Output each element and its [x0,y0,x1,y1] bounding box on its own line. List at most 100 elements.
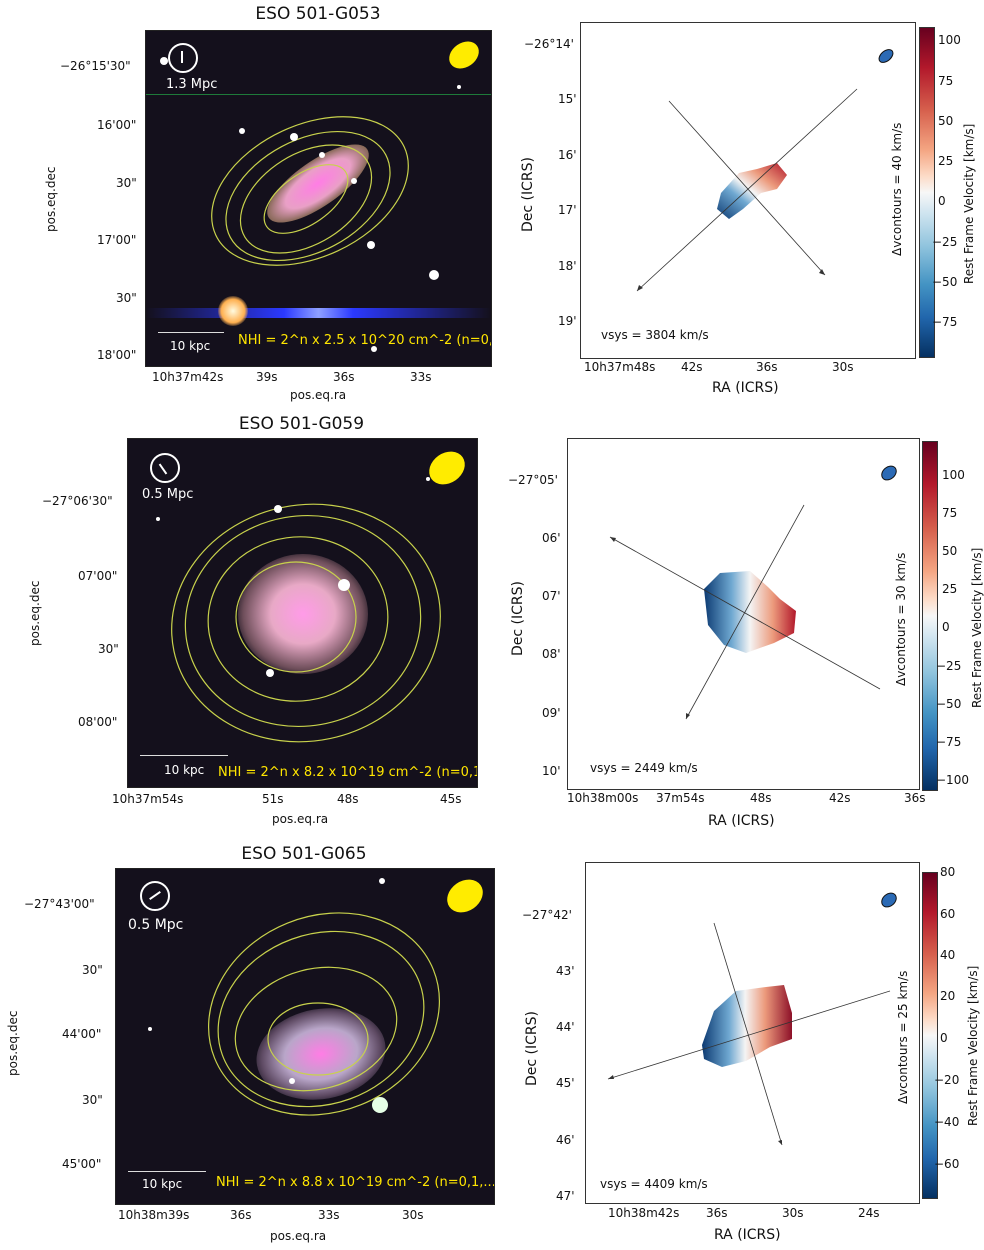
scalebar [140,755,228,756]
dv-contours-label: Δvcontours = 25 km/s [896,970,910,1104]
hi-contours [156,477,441,743]
cb-tick: −100 [936,773,969,787]
dec-tick: 18'00" [97,348,137,362]
dec-tick: −27°43'00" [24,897,95,911]
colorbar-label: Rest Frame Velocity [km/s] [970,547,984,708]
dec-tick: 19' [558,314,577,328]
vsys-label: vsys = 4409 km/s [600,1177,708,1191]
ra-tick: 39s [256,370,278,384]
cb-tick: 60 [940,907,956,921]
dec-tick: 47' [556,1189,575,1203]
dec-tick: 09' [542,706,561,720]
dec-tick: 17'00" [97,233,137,247]
artifact-line [146,94,491,95]
dec-tick: 46' [556,1133,575,1147]
ra-tick: 24s [858,1206,880,1220]
dec-tick: 30" [116,291,137,305]
scalebar-label: 10 kpc [142,1177,183,1191]
dec-tick: 07' [542,589,561,603]
ra-tick: 33s [410,370,432,384]
cb-tick: −25 [932,235,958,249]
cb-tick: 75 [942,506,958,520]
dec-tick: −27°05' [508,473,558,487]
cb-tick: −50 [932,275,958,289]
dv-contours-label: Δvcontours = 30 km/s [894,552,908,686]
optical-image: 1.3 Mpc 10 kpc NHI = 2^n x 2.5 x 10^20 c… [145,30,492,367]
dec-tick: 07'00" [78,569,118,583]
velocity-map [636,49,894,292]
cb-tick: −75 [932,315,958,329]
y-axis-label: pos.eq.dec [44,166,58,232]
galaxy [238,554,368,674]
ra-tick: 10h37m54s [112,792,184,806]
cb-tick: 0 [938,194,946,208]
dec-tick: −27°42' [522,908,572,922]
ra-tick: 36s [904,791,926,805]
vsys-label: vsys = 2449 km/s [590,761,698,775]
hi-contours [148,878,441,1116]
cb-tick: 25 [942,582,958,596]
bleed-streak [146,308,491,318]
cb-tick: 75 [938,74,954,88]
panel-title: ESO 501-G053 [255,4,381,24]
panel-title: ESO 501-G059 [238,414,365,434]
velocity-field: vsys = 3804 km/s [580,22,916,359]
ra-tick: 36s [333,370,355,384]
cb-tick: −20 [934,1073,960,1087]
dec-tick: 10' [542,764,561,778]
colorbar [919,27,935,358]
cb-tick: 0 [940,1031,948,1045]
compass-icon [140,881,170,911]
ra-tick: 10h38m00s [567,791,639,805]
dec-tick: 30" [82,963,103,977]
x-axis-label: RA (ICRS) [714,1227,781,1243]
dec-tick: 18' [558,259,577,273]
vsys-label: vsys = 3804 km/s [601,328,709,342]
dec-tick: 17' [558,203,577,217]
x-axis-label: pos.eq.ra [290,388,347,402]
cb-tick: 20 [940,989,956,1003]
optical-image: 0.5 Mpc 10 kpc NHI = 2^n x 8.2 x 10^19 c… [127,438,478,788]
colorbar-label: Rest Frame Velocity [km/s] [966,965,980,1126]
ra-tick: 42s [681,360,703,374]
dec-tick: 30" [82,1093,103,1107]
colorbar [922,872,938,1199]
dec-tick: 16'00" [97,118,137,132]
bright-star [218,296,248,326]
hi-contours [160,57,461,352]
x-axis-label: pos.eq.ra [270,1229,327,1243]
ra-tick: 30s [402,1208,424,1222]
dec-tick: 30" [98,642,119,656]
y-axis-label: pos.eq.dec [6,1010,20,1076]
cb-tick: 100 [942,468,965,482]
scalebar-label: 10 kpc [164,763,205,777]
ra-tick: 30s [782,1206,804,1220]
ra-tick: 10h37m42s [152,370,224,384]
ra-tick: 10h38m39s [118,1208,190,1222]
cb-tick: 100 [938,33,961,47]
ra-tick: 36s [706,1206,728,1220]
dec-tick: 08' [542,647,561,661]
compass-icon [150,453,180,483]
dec-tick: 45' [556,1076,575,1090]
compass-label: 1.3 Mpc [166,77,218,92]
ra-tick: 36s [756,360,778,374]
ra-tick: 42s [829,791,851,805]
colorbar [922,441,938,791]
nhi-label: NHI = 2^n x 2.5 x 10^20 cm^-2 (n=0,1,...… [238,333,492,348]
cb-tick: −40 [934,1115,960,1129]
velocity-field: vsys = 2449 km/s [567,438,920,790]
velocity-field: vsys = 4409 km/s [585,862,920,1204]
nhi-label: NHI = 2^n x 8.8 x 10^19 cm^-2 (n=0,1,...… [216,1175,495,1190]
cb-tick: 80 [940,865,956,879]
ra-tick: 10h37m48s [584,360,656,374]
y-axis-label: Dec (ICRS) [510,581,526,656]
dec-tick: 43' [556,964,575,978]
ra-tick: 37m54s [656,791,705,805]
nhi-label: NHI = 2^n x 8.2 x 10^19 cm^-2 (n=0,1,...… [218,765,478,780]
cb-tick: −60 [934,1157,960,1171]
optical-image: 0.5 Mpc 10 kpc NHI = 2^n x 8.8 x 10^19 c… [115,868,495,1205]
x-axis-label: RA (ICRS) [708,813,775,829]
compass-label: 0.5 Mpc [128,917,184,933]
cb-tick: 50 [938,114,954,128]
